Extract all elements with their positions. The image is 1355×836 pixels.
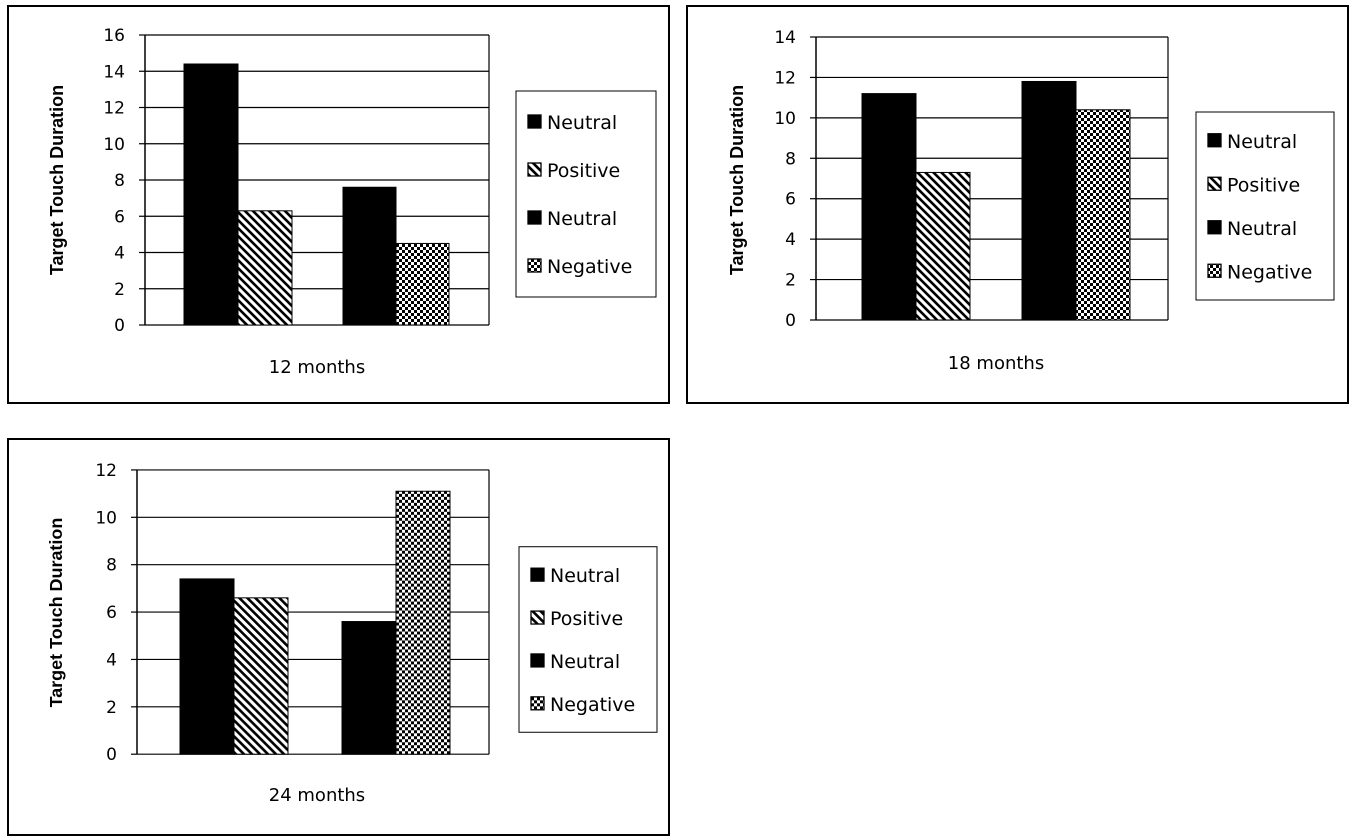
bar-positive — [915, 171, 971, 321]
legend-label: Positive — [1227, 174, 1300, 196]
chart-panel-24-months: 0 2 4 6 8 10 12 Target Touch Duration 24 months N… — [7, 438, 670, 836]
y-tick-label: 12 — [95, 461, 117, 481]
bar-neutral — [342, 186, 397, 326]
y-tick-label: 16 — [103, 26, 125, 46]
legend-swatch — [1207, 176, 1222, 191]
y-tick-label: 12 — [103, 99, 125, 119]
legend: Neutral Positive Neutral Negative — [515, 90, 657, 298]
bar-neutral — [861, 93, 917, 321]
x-axis-label: 18 months — [948, 353, 1044, 374]
y-tick-label: 8 — [106, 556, 117, 576]
legend-label: Negative — [547, 256, 632, 278]
y-tick-label: 2 — [114, 280, 125, 300]
y-tick-label: 12 — [774, 68, 796, 88]
y-axis-label: Target Touch Duration — [46, 518, 66, 708]
legend-swatch — [530, 696, 545, 711]
legend-label: Neutral — [550, 651, 620, 673]
y-tick-label: 0 — [785, 311, 796, 331]
chart-svg: 0 2 4 6 8 10 12 Target Touch Duration 24 months N… — [46, 461, 658, 806]
chart-panel-12-months: 0 2 4 6 8 10 12 14 16 Target Touch Duration 12 mon… — [7, 5, 670, 404]
y-tick-label: 2 — [106, 698, 117, 718]
legend-swatch — [530, 610, 545, 625]
y-tick-label: 2 — [785, 271, 796, 291]
y-tick-label: 14 — [103, 62, 125, 82]
legend-label: Neutral — [547, 208, 617, 230]
bar-neutral — [183, 63, 239, 326]
y-tick-label: 10 — [95, 508, 117, 528]
legend-label: Negative — [550, 694, 635, 716]
legend-label: Negative — [1227, 261, 1312, 283]
y-axis-label: Target Touch Duration — [47, 85, 67, 275]
bar-neutral — [341, 621, 397, 755]
legend-swatch — [1207, 133, 1222, 148]
plot-frame — [815, 37, 1169, 320]
chart-svg: 0 2 4 6 8 10 12 14 Target Touch Duration 18 month… — [727, 28, 1335, 374]
y-tick-label: 0 — [114, 316, 125, 336]
bar-neutral — [179, 578, 235, 755]
legend-swatch — [527, 162, 542, 177]
chart-svg: 0 2 4 6 8 10 12 14 16 Target Touch Duration 12 mon… — [47, 26, 657, 378]
y-tick-label: 6 — [106, 603, 117, 623]
y-tick-label: 10 — [774, 109, 796, 129]
y-tick-label: 6 — [114, 207, 125, 227]
x-axis-label: 24 months — [269, 785, 365, 806]
bar-positive — [233, 597, 289, 755]
legend-swatch — [530, 653, 545, 668]
y-tick-label: 8 — [114, 171, 125, 191]
y-tick-label: 14 — [774, 28, 796, 48]
legend-swatch — [1207, 263, 1222, 278]
chart-panel-18-months: 0 2 4 6 8 10 12 14 Target Touch Duration 18 month… — [686, 5, 1349, 404]
bar-positive — [237, 210, 293, 326]
y-tick-label: 8 — [785, 149, 796, 169]
bar-negative — [395, 242, 450, 326]
y-axis-label: Target Touch Duration — [727, 85, 747, 275]
y-tick-label: 6 — [785, 190, 796, 210]
legend-swatch — [530, 567, 545, 582]
legend: Neutral Positive Neutral Negative — [1195, 111, 1335, 301]
legend-swatch — [527, 210, 542, 225]
y-tick-label: 4 — [106, 650, 117, 670]
legend-label: Neutral — [1227, 218, 1297, 240]
bar-negative — [395, 490, 451, 755]
legend-swatch — [527, 258, 542, 273]
legend-label: Neutral — [550, 565, 620, 587]
legend-swatch — [1207, 220, 1222, 235]
bar-neutral — [1021, 80, 1077, 321]
bar-negative — [1075, 109, 1131, 321]
y-tick-label: 0 — [106, 745, 117, 765]
legend: Neutral Positive Neutral Negative — [518, 546, 658, 733]
y-tick-label: 10 — [103, 135, 125, 155]
legend-label: Positive — [550, 608, 623, 630]
y-tick-label: 4 — [785, 230, 796, 250]
legend-label: Neutral — [1227, 131, 1297, 153]
x-axis-label: 12 months — [269, 357, 365, 378]
legend-label: Positive — [547, 160, 620, 182]
y-tick-label: 4 — [114, 244, 125, 264]
legend-swatch — [527, 114, 542, 129]
legend-label: Neutral — [547, 112, 617, 134]
